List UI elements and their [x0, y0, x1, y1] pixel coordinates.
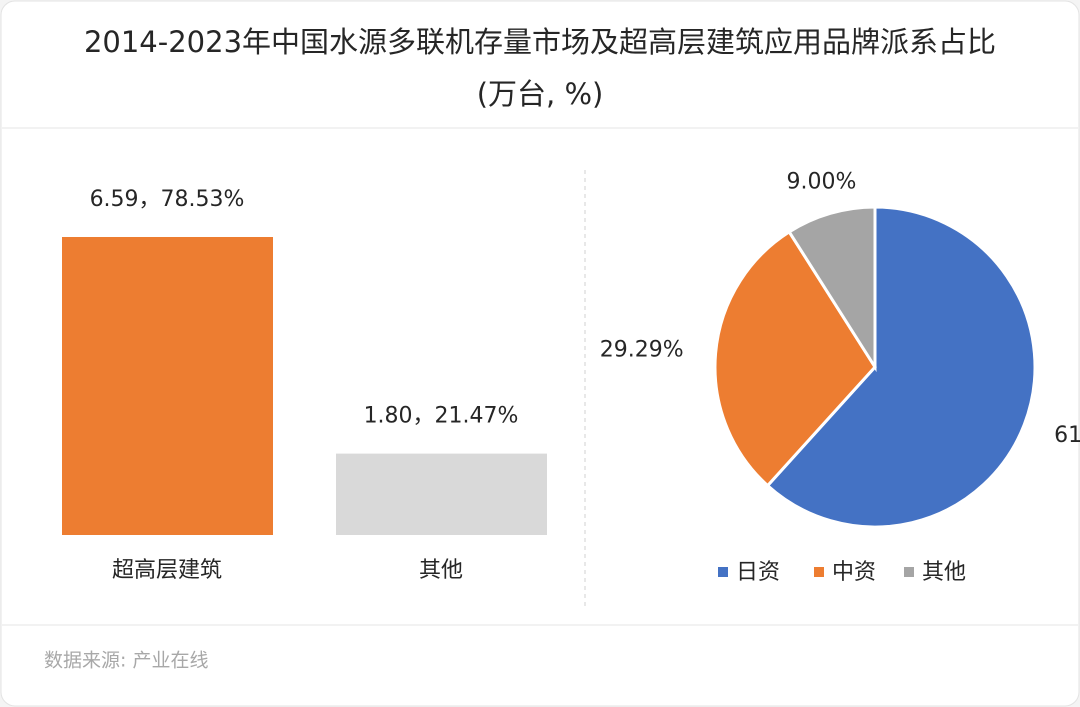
pie-slice	[713, 229, 877, 488]
pie-slice	[765, 205, 1037, 529]
chart-subtitle: (万台, %)	[477, 77, 604, 111]
chart-title: 2014-2023年中国水源多联机存量市场及超高层建筑应用品牌派系占比	[84, 25, 996, 59]
legend-swatch	[718, 567, 728, 577]
data-label: 9.00%	[786, 170, 856, 195]
data-label: 6.59，78.53%	[90, 187, 245, 212]
legend-label: 其他	[922, 560, 966, 585]
x-tick-label: 超高层建筑	[112, 558, 222, 583]
data-label: 29.29%	[600, 338, 684, 363]
legend-label: 中资	[832, 560, 876, 585]
source-note: 数据来源: 产业在线	[44, 650, 208, 672]
pie-slice	[787, 205, 877, 373]
bar	[62, 237, 273, 535]
bar	[336, 453, 547, 535]
data-label: 61.71%	[1054, 423, 1080, 448]
legend-swatch	[904, 567, 914, 577]
legend-label: 日资	[736, 560, 780, 585]
data-label: 1.80，21.47%	[364, 404, 519, 429]
legend-swatch	[814, 567, 824, 577]
x-tick-label: 其他	[419, 558, 463, 583]
